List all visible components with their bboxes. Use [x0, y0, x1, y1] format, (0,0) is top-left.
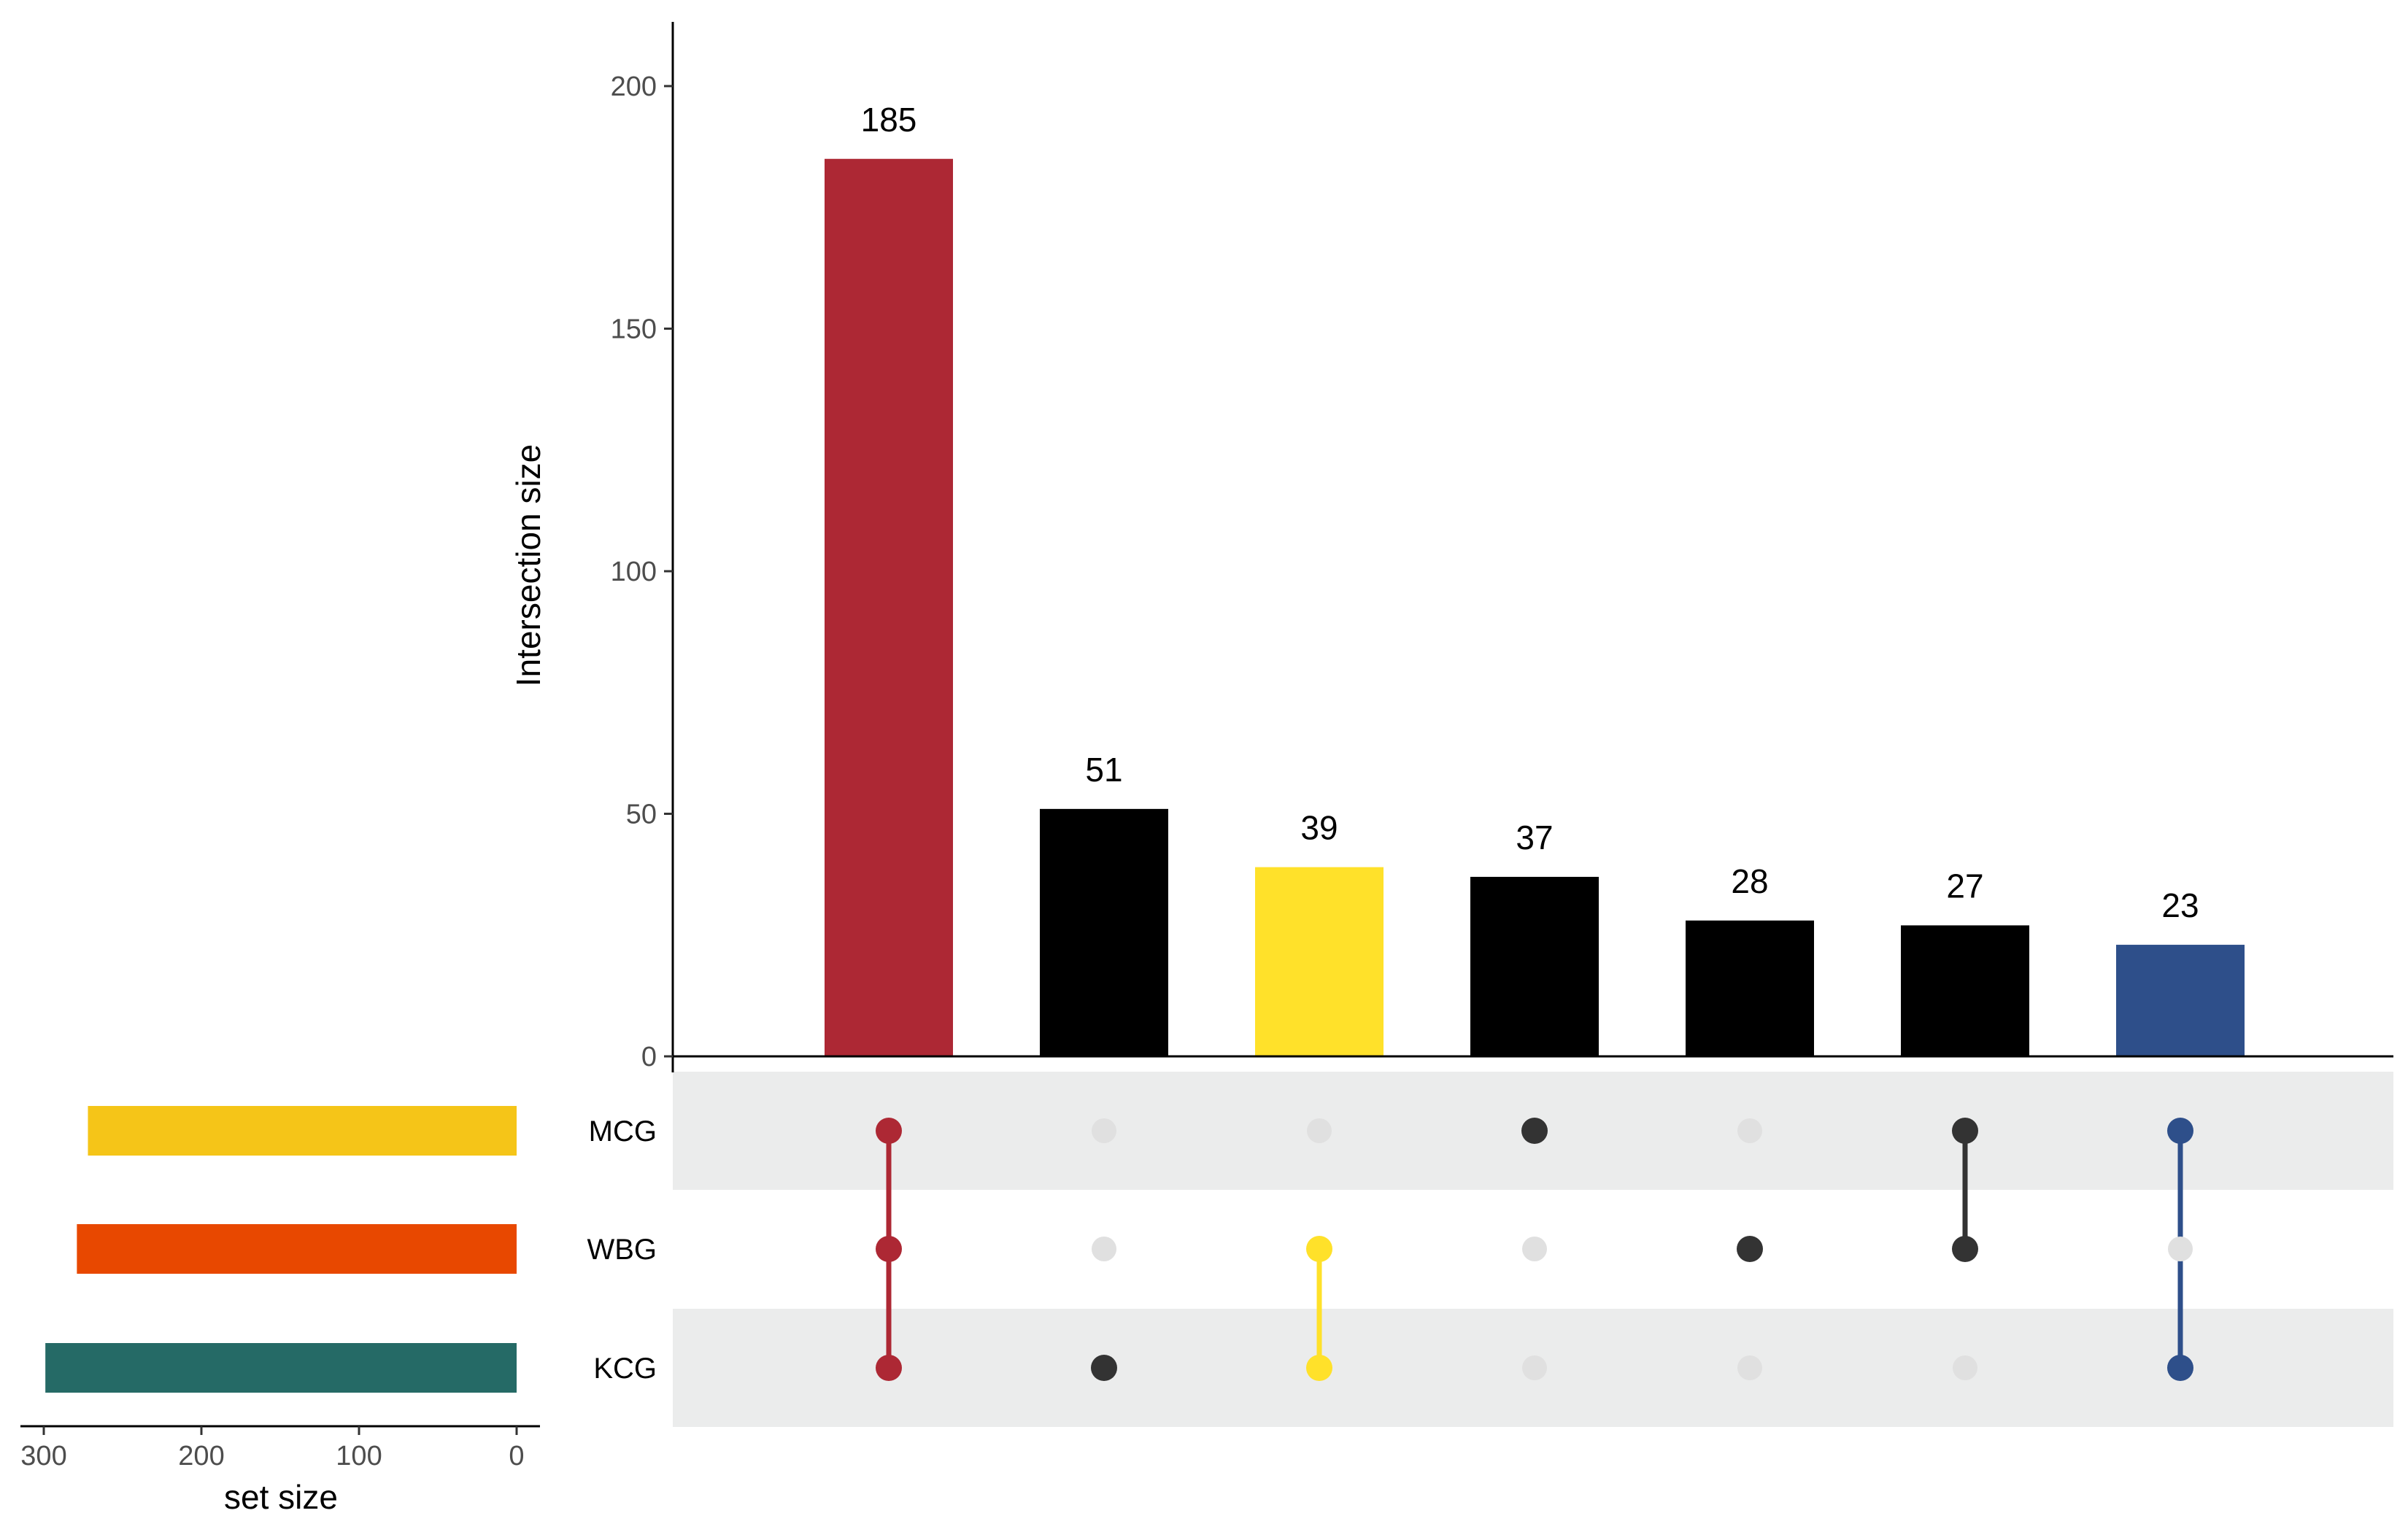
matrix-dot-inactive	[2168, 1237, 2193, 1261]
intersection-bar	[1040, 808, 1168, 1056]
y-tick-label: 0	[641, 1042, 657, 1072]
set-size-tick-label: 0	[509, 1441, 524, 1471]
set-size-axis-title: set size	[224, 1478, 338, 1516]
intersection-bar-label: 23	[2161, 886, 2199, 924]
set-size-bars	[45, 1106, 517, 1393]
matrix-dot-active	[1952, 1118, 1978, 1144]
intersection-bars	[825, 158, 2245, 1056]
matrix-dot-active	[1306, 1236, 1332, 1262]
intersection-bar	[1470, 876, 1599, 1056]
set-label: WBG	[587, 1234, 657, 1266]
intersection-bar-labels: 185 51 39 37 28 27 23	[861, 101, 2199, 924]
matrix-dot-inactive	[1307, 1118, 1332, 1143]
intersection-bar-label: 39	[1300, 809, 1338, 847]
matrix-dot-inactive	[1953, 1355, 1977, 1380]
set-size-tick-label: 300	[20, 1441, 66, 1471]
intersection-bar-label: 51	[1085, 751, 1122, 789]
set-size-bar	[88, 1106, 517, 1156]
matrix-dot-inactive	[1737, 1355, 1762, 1380]
set-size-tick-label: 200	[178, 1441, 224, 1471]
intersection-bar	[825, 158, 953, 1056]
matrix-dot-inactive	[1522, 1237, 1547, 1261]
matrix-dot-active	[876, 1355, 902, 1381]
intersection-bar-label: 185	[861, 101, 917, 139]
set-size-bar	[45, 1343, 517, 1393]
matrix-dot-active	[1952, 1236, 1978, 1262]
matrix-dot-active	[1306, 1355, 1332, 1381]
intersection-matrix	[876, 1118, 2193, 1381]
y-axis-title: Intersection size	[509, 444, 547, 686]
intersection-bar-label: 27	[1946, 867, 1983, 905]
set-size-ticks: 300 200 100 0	[20, 1426, 525, 1471]
matrix-dot-active	[2167, 1118, 2193, 1144]
set-size-tick-label: 100	[336, 1441, 382, 1471]
y-tick-label: 150	[611, 314, 657, 345]
matrix-dot-inactive	[1092, 1237, 1116, 1261]
set-size-axis: 300 200 100 0 set size	[20, 1425, 540, 1516]
matrix-dot-active	[1091, 1355, 1117, 1381]
intersection-bar-label: 28	[1731, 862, 1768, 900]
matrix-dot-active	[2167, 1355, 2193, 1381]
set-label: MCG	[589, 1115, 657, 1148]
intersection-bar	[1255, 867, 1384, 1056]
y-tick-label: 200	[611, 71, 657, 102]
y-ticks: 0 50 100 150 200	[611, 71, 673, 1072]
matrix-dot-active	[1521, 1118, 1548, 1144]
set-label: KCG	[593, 1353, 657, 1385]
matrix-dot-active	[876, 1236, 902, 1262]
intersection-bar	[1901, 925, 2029, 1056]
set-labels: MCG WBG KCG	[587, 1115, 657, 1385]
y-tick-label: 50	[626, 800, 657, 830]
matrix-dot-inactive	[1737, 1118, 1762, 1143]
intersection-bar	[1686, 920, 1814, 1056]
matrix-dot-inactive	[1092, 1118, 1116, 1143]
set-size-bar	[77, 1224, 517, 1274]
matrix-dot-inactive	[1522, 1355, 1547, 1380]
y-axis: 0 50 100 150 200 Intersection size	[509, 22, 2393, 1072]
intersection-bar-label: 37	[1516, 819, 1553, 856]
intersection-bar	[2116, 945, 2245, 1056]
matrix-dot-active	[876, 1118, 902, 1144]
matrix-dot-active	[1737, 1236, 1763, 1262]
y-tick-label: 100	[611, 557, 657, 587]
